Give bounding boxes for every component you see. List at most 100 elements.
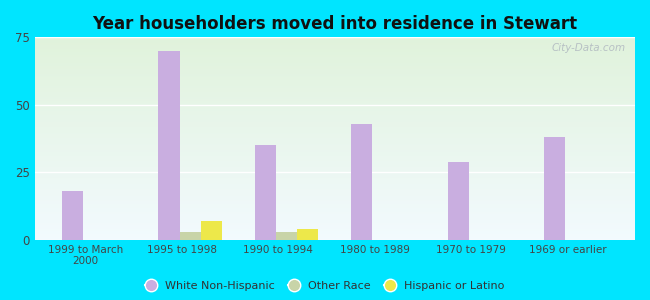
Bar [34, 75, 635, 76]
Bar [34, 89, 635, 90]
Bar [34, 219, 635, 220]
Bar [34, 76, 635, 77]
Bar [34, 64, 635, 65]
Bar [34, 58, 635, 60]
Bar [34, 165, 635, 166]
Bar [34, 235, 635, 236]
Bar [34, 180, 635, 181]
Bar [34, 72, 635, 73]
Bar [34, 197, 635, 199]
Bar [448, 162, 469, 240]
Bar [34, 45, 635, 46]
Bar [34, 210, 635, 211]
Bar [34, 99, 635, 100]
Bar [34, 118, 635, 119]
Bar [34, 217, 635, 218]
Bar [34, 127, 635, 128]
Bar [34, 94, 635, 95]
Bar [34, 236, 635, 237]
Bar [34, 196, 635, 197]
Bar [34, 133, 635, 134]
Bar [34, 95, 635, 96]
Bar [34, 232, 635, 233]
Bar [34, 199, 635, 200]
Bar [34, 132, 635, 133]
Bar [34, 38, 635, 39]
Bar [34, 66, 635, 67]
Bar [34, 61, 635, 62]
Bar [34, 71, 635, 72]
Bar [34, 207, 635, 208]
Bar [34, 160, 635, 161]
Bar [34, 183, 635, 184]
Bar [34, 178, 635, 179]
Bar [34, 186, 635, 187]
Bar [34, 194, 635, 195]
Bar [34, 216, 635, 217]
Bar [34, 225, 635, 226]
Bar [34, 134, 635, 135]
Bar [34, 50, 635, 52]
Bar [34, 108, 635, 109]
Bar [34, 151, 635, 152]
Bar [34, 222, 635, 223]
Bar [34, 56, 635, 57]
Bar [34, 226, 635, 227]
Bar [34, 63, 635, 64]
Bar [34, 173, 635, 174]
Bar [34, 120, 635, 122]
Bar [34, 155, 635, 156]
Bar [34, 168, 635, 169]
Bar [34, 182, 635, 183]
Bar [34, 130, 635, 132]
Bar [34, 161, 635, 162]
Bar [34, 176, 635, 177]
Bar [34, 49, 635, 50]
Bar [34, 122, 635, 124]
Bar [34, 215, 635, 216]
Bar [34, 223, 635, 224]
Bar [34, 100, 635, 101]
Bar [34, 233, 635, 234]
Bar [34, 159, 635, 160]
Bar [34, 231, 635, 232]
Bar [34, 77, 635, 78]
Bar [34, 147, 635, 148]
Bar [34, 88, 635, 89]
Bar [34, 213, 635, 214]
Bar [34, 200, 635, 202]
Bar [34, 91, 635, 92]
Bar [34, 169, 635, 170]
Bar [34, 167, 635, 168]
Bar [34, 214, 635, 215]
Bar [34, 85, 635, 86]
Bar [34, 220, 635, 221]
Bar [34, 142, 635, 143]
Title: Year householders moved into residence in Stewart: Year householders moved into residence i… [92, 15, 577, 33]
Bar [34, 136, 635, 138]
Bar [34, 116, 635, 117]
Bar [34, 237, 635, 238]
Bar [34, 53, 635, 55]
Bar [34, 37, 635, 38]
Bar [34, 203, 635, 205]
Bar [34, 110, 635, 111]
Bar [34, 157, 635, 158]
Bar [34, 73, 635, 74]
Bar [34, 124, 635, 125]
Bar [34, 177, 635, 178]
Bar [34, 218, 635, 219]
Bar [34, 171, 635, 172]
Bar [159, 51, 179, 240]
Bar [34, 179, 635, 180]
Bar [34, 81, 635, 82]
Bar [34, 92, 635, 93]
Bar [34, 148, 635, 149]
Bar [34, 205, 635, 206]
Bar [34, 44, 635, 45]
Bar [34, 119, 635, 120]
Bar [34, 163, 635, 164]
Bar [34, 62, 635, 63]
Bar [34, 86, 635, 87]
Bar [34, 97, 635, 98]
